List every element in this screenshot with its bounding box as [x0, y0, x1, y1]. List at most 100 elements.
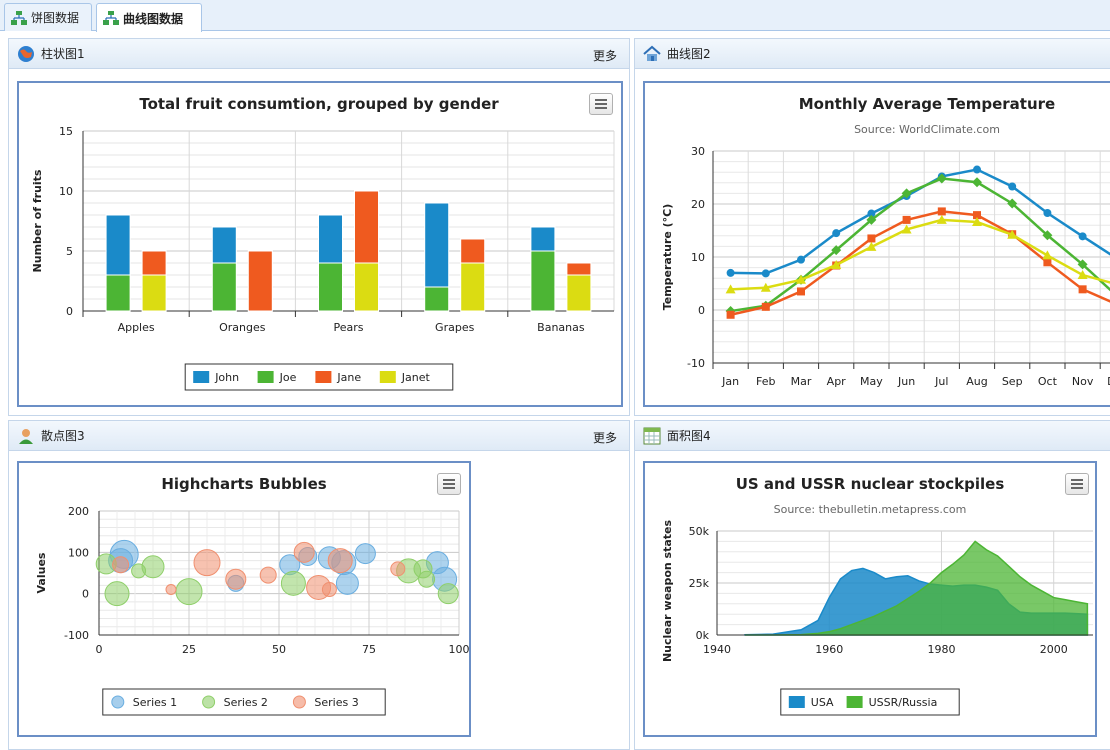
y-tick-label: 5	[66, 245, 73, 258]
data-point	[761, 302, 770, 311]
bubble	[259, 566, 277, 584]
x-tick-label: 50	[272, 643, 286, 656]
x-tick-label: 100	[449, 643, 470, 656]
panel-header: 柱状图1 更多	[9, 39, 629, 69]
data-point	[936, 214, 947, 224]
legend-symbol	[846, 696, 863, 708]
data-point	[760, 282, 771, 292]
bar	[354, 190, 379, 264]
tab-pie-data[interactable]: 饼图数据	[4, 3, 92, 31]
x-tick-label: May	[860, 375, 883, 388]
y-axis-label: Values	[35, 552, 48, 593]
line-chart-box: Monthly Average Temperature Source: World…	[643, 81, 1110, 407]
bar-chart-box: Total fruit consumtion, grouped by gende…	[17, 81, 623, 407]
x-tick-label: Bananas	[537, 321, 585, 334]
data-point	[937, 207, 946, 216]
data-point	[973, 165, 981, 174]
data-point	[973, 211, 981, 220]
chart-title: Monthly Average Temperature	[799, 95, 1055, 113]
x-tick-label: 1960	[815, 643, 843, 656]
bar	[318, 214, 343, 264]
y-axis-label: Temperature (°C)	[661, 204, 674, 311]
series-line	[730, 210, 1110, 316]
area-chart: US and USSR nuclear stockpiles Source: th…	[661, 475, 1093, 716]
bar	[530, 250, 556, 312]
chart-menu-button[interactable]	[1065, 473, 1089, 495]
legend-label: USSR/Russia	[869, 696, 938, 709]
x-tick-label: Mar	[791, 375, 812, 388]
panel-header: 面积图4	[635, 421, 1110, 451]
y-tick-label: -100	[64, 629, 89, 642]
bubble	[225, 568, 247, 590]
chart-title: Total fruit consumtion, grouped by gende…	[139, 95, 499, 113]
panel-title: 柱状图1	[41, 47, 85, 61]
chart-subtitle: Source: WorldClimate.com	[854, 123, 1000, 136]
legend-label: Series 1	[133, 696, 177, 709]
bubble	[193, 549, 221, 577]
y-tick-label: 100	[68, 546, 89, 559]
panel-title: 曲线图2	[667, 47, 711, 61]
tab-label: 曲线图数据	[123, 11, 184, 26]
x-tick-label: Jul	[934, 375, 948, 388]
chart-menu-button[interactable]	[589, 93, 613, 115]
home-icon	[643, 45, 661, 61]
x-tick-label: 1980	[927, 643, 955, 656]
chart-menu-button[interactable]	[437, 473, 461, 495]
data-point	[1007, 229, 1018, 239]
table-icon	[643, 427, 661, 444]
bubble	[437, 583, 459, 605]
x-tick-label: Oct	[1038, 375, 1058, 388]
bubble	[321, 582, 337, 598]
y-tick-label: 10	[691, 251, 705, 264]
y-axis-label: Nuclear weapon states	[661, 520, 674, 663]
data-point	[972, 177, 982, 188]
x-tick-label: 2000	[1040, 643, 1068, 656]
bubble	[418, 570, 436, 588]
y-tick-label: 15	[59, 125, 73, 138]
globe-icon	[18, 45, 34, 62]
x-tick-label: Jun	[897, 375, 915, 388]
legend-label: USA	[811, 696, 834, 709]
x-tick-label: Apr	[827, 375, 847, 388]
data-point	[797, 255, 805, 264]
y-tick-label: 10	[59, 185, 73, 198]
more-link[interactable]: 更多	[592, 431, 617, 445]
panel-bar-chart: 柱状图1 更多 Total fruit consumtion, grouped …	[8, 38, 630, 416]
data-point	[901, 188, 912, 199]
data-point	[1077, 259, 1088, 270]
data-point	[831, 245, 842, 256]
bubble	[175, 578, 203, 606]
bubble	[335, 571, 359, 595]
x-tick-label: Aug	[966, 375, 987, 388]
legend-label: Janet	[401, 371, 431, 384]
bar	[211, 262, 237, 312]
data-point	[867, 209, 876, 218]
bar	[460, 262, 486, 312]
data-point	[725, 284, 736, 294]
bubble	[293, 541, 315, 563]
data-point	[1043, 258, 1052, 267]
chart-title: Highcharts Bubbles	[161, 475, 326, 493]
legend-label: Series 3	[314, 696, 358, 709]
tab-curve-data[interactable]: 曲线图数据	[96, 3, 202, 32]
scatter-chart-box: Highcharts Bubbles -100 0 100 200 0 25 50 75 100 V…	[17, 461, 471, 737]
user-icon	[19, 428, 33, 444]
x-tick-label: Sep	[1002, 375, 1023, 388]
data-point	[761, 269, 770, 278]
y-tick-label: 0	[82, 588, 89, 601]
bar	[354, 262, 379, 312]
x-tick-label: Pears	[333, 321, 363, 334]
bubble	[280, 570, 306, 596]
legend-label: Joe	[279, 371, 297, 384]
data-point	[726, 310, 735, 319]
data-point	[866, 214, 877, 225]
data-point	[902, 215, 911, 224]
panel-header: 曲线图2	[635, 39, 1110, 69]
panel-title: 面积图4	[667, 429, 711, 443]
y-tick-label: 200	[68, 505, 89, 518]
y-tick-label: 20	[691, 198, 705, 211]
x-tick-label: 75	[362, 643, 376, 656]
bubble	[104, 581, 130, 607]
more-link[interactable]: 更多	[592, 49, 617, 63]
data-point	[831, 259, 842, 269]
